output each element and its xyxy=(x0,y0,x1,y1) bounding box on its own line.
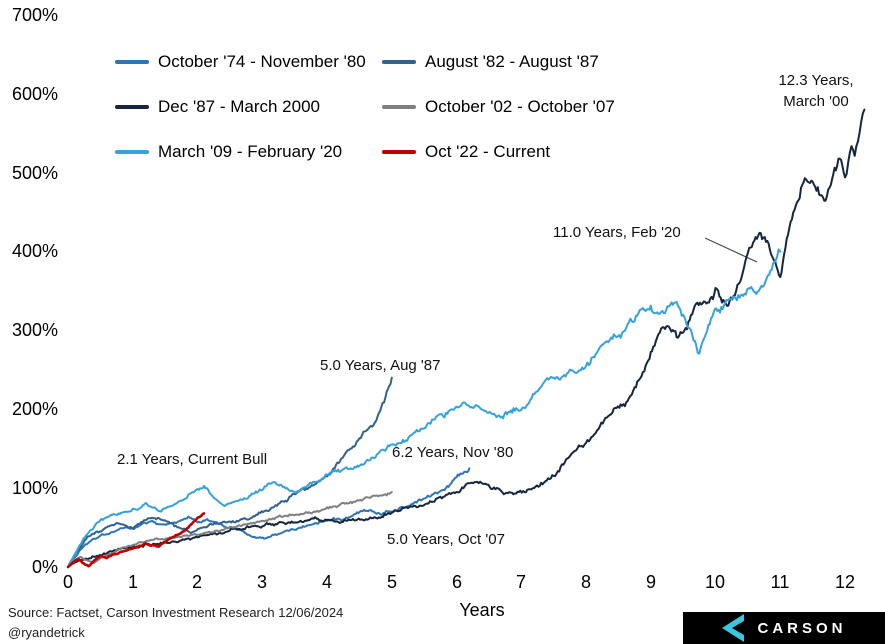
legend-item-oct02: October '02 - October '07 xyxy=(382,97,615,117)
annotation-march00: 12.3 Years, March '00 xyxy=(756,70,876,112)
annotation-march00-line1: 12.3 Years, xyxy=(778,72,854,89)
legend-label-dec87: Dec '87 - March 2000 xyxy=(158,97,320,116)
carson-logo-text: CARSON xyxy=(757,619,847,637)
legend-item-mar09: March '09 - February '20 xyxy=(115,142,342,162)
carson-logo-icon xyxy=(722,614,745,642)
source-credit: Source: Factset, Carson Investment Resea… xyxy=(8,605,344,620)
series-line-2 xyxy=(67,108,866,568)
x-tick-label: 10 xyxy=(704,572,726,592)
series-line-4 xyxy=(67,248,782,568)
annotation-oct07: 5.0 Years, Oct '07 xyxy=(387,531,505,548)
x-tick-label: 6 xyxy=(451,572,462,592)
legend-swatch-aug82 xyxy=(382,60,416,64)
y-tick-label: 600% xyxy=(11,84,58,104)
annotation-march00-line2: March '00 xyxy=(783,93,849,110)
x-tick-label: 8 xyxy=(580,572,591,592)
legend-item-dec87: Dec '87 - March 2000 xyxy=(115,97,320,117)
annotation-nov80: 6.2 Years, Nov '80 xyxy=(392,444,514,461)
x-tick-label: 0 xyxy=(62,572,73,592)
annotation-aug87: 5.0 Years, Aug '87 xyxy=(320,357,441,374)
legend-label-oct22: Oct '22 - Current xyxy=(425,142,551,161)
x-tick-label: 12 xyxy=(834,572,856,592)
x-tick-label: 4 xyxy=(321,572,332,592)
series-line-5 xyxy=(66,512,206,569)
y-tick-label: 400% xyxy=(11,241,58,261)
y-tick-label: 100% xyxy=(11,478,58,498)
annotation-feb20: 11.0 Years, Feb '20 xyxy=(553,224,681,241)
legend-label-oct74: October '74 - November '80 xyxy=(158,52,366,71)
legend-swatch-oct22 xyxy=(382,150,416,154)
legend-item-oct22: Oct '22 - Current xyxy=(382,142,550,162)
legend-item-oct74: October '74 - November '80 xyxy=(115,52,366,72)
y-tick-label: 700% xyxy=(11,5,58,25)
y-tick-label: 300% xyxy=(11,320,58,340)
x-tick-label: 2 xyxy=(191,572,202,592)
x-tick-label: 11 xyxy=(770,572,790,592)
y-tick-label: 0% xyxy=(31,557,58,577)
x-tick-label: 3 xyxy=(256,572,267,592)
legend-item-aug82: August '82 - August '87 xyxy=(382,52,599,72)
legend-swatch-dec87 xyxy=(115,105,149,109)
x-tick-label: 5 xyxy=(386,572,397,592)
legend-swatch-oct02 xyxy=(382,105,416,109)
x-tick-label: 1 xyxy=(127,572,138,592)
legend-label-mar09: March '09 - February '20 xyxy=(158,142,343,161)
legend-swatch-mar09 xyxy=(115,150,149,154)
legend-swatch-oct74 xyxy=(115,60,149,64)
legend-label-aug82: August '82 - August '87 xyxy=(425,52,599,71)
x-tick-label: 7 xyxy=(515,572,526,592)
legend-label-oct02: October '02 - October '07 xyxy=(425,97,615,116)
carson-logo-bar: CARSON xyxy=(683,612,885,644)
y-tick-label: 500% xyxy=(11,163,58,183)
author-handle: @ryandetrick xyxy=(8,625,85,640)
x-tick-label: 9 xyxy=(645,572,656,592)
series-line-3 xyxy=(67,491,393,568)
series-line-1 xyxy=(67,376,393,568)
annotation-connector-line xyxy=(704,237,758,263)
y-tick-label: 200% xyxy=(11,399,58,419)
x-axis-title: Years xyxy=(459,600,505,620)
annotation-current-bull: 2.1 Years, Current Bull xyxy=(117,451,268,468)
